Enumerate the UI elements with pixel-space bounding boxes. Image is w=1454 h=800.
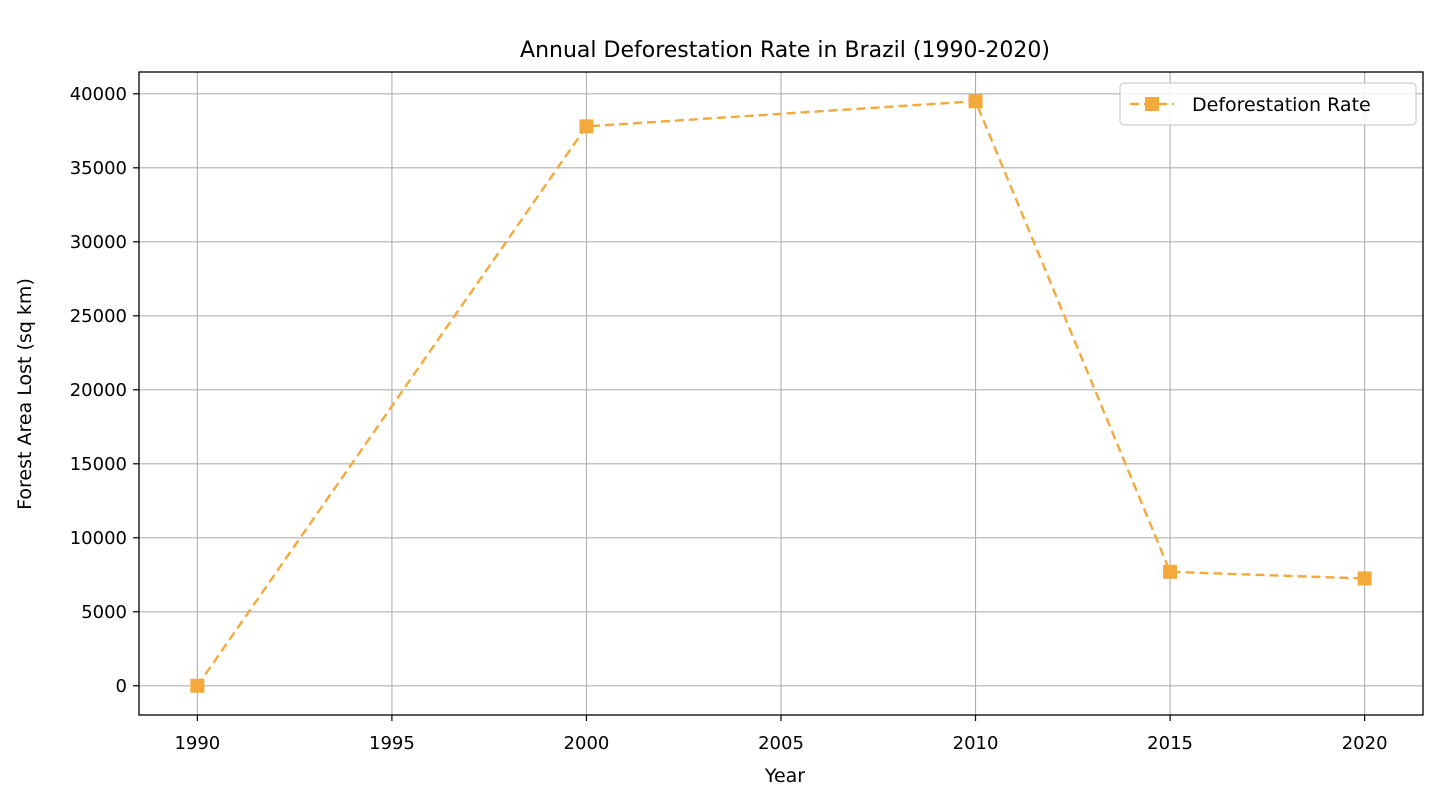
data-point-marker <box>579 119 594 134</box>
chart-title: Annual Deforestation Rate in Brazil (199… <box>520 38 1050 63</box>
y-tick-label: 40000 <box>70 84 127 105</box>
legend-label: Deforestation Rate <box>1192 94 1371 116</box>
axis-ticks: 1990 1995 2000 2005 2010 2015 2020 0 5000 10000 15… <box>70 84 1388 754</box>
data-point-marker <box>190 678 205 693</box>
data-point-marker <box>968 94 983 109</box>
legend-box <box>1119 82 1417 126</box>
y-tick-label: 5000 <box>81 602 127 623</box>
data-point-marker <box>1163 564 1178 579</box>
x-tick-label: 1995 <box>369 733 415 754</box>
legend-marker-sample <box>1145 97 1159 111</box>
x-tick-label: 2015 <box>1147 733 1193 754</box>
x-tick-label: 2010 <box>953 733 999 754</box>
x-tick-label: 2000 <box>564 733 610 754</box>
x-axis-title: Year <box>764 765 805 787</box>
x-tick-label: 1990 <box>174 733 220 754</box>
y-axis-title: Forest Area Lost (sq km) <box>14 278 36 510</box>
legend: Deforestation Rate <box>1119 82 1417 126</box>
y-tick-label: 20000 <box>70 380 127 401</box>
x-tick-label: 2020 <box>1342 733 1388 754</box>
series-layer <box>190 94 1372 693</box>
y-tick-label: 10000 <box>70 528 127 549</box>
grid-lines <box>139 72 1423 715</box>
y-tick-label: 25000 <box>70 306 127 327</box>
y-tick-label: 15000 <box>70 454 127 475</box>
y-tick-label: 30000 <box>70 232 127 253</box>
y-tick-label: 35000 <box>70 158 127 179</box>
data-point-marker <box>1357 571 1372 586</box>
y-tick-label: 0 <box>116 676 127 697</box>
x-tick-label: 2005 <box>758 733 804 754</box>
